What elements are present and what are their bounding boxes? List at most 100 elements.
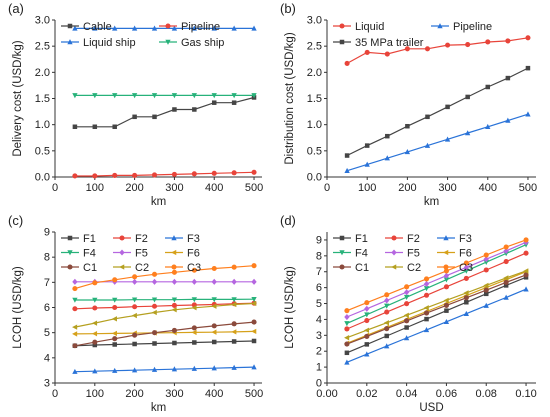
data-point <box>92 93 98 99</box>
data-point <box>211 278 217 285</box>
data-point <box>485 84 491 90</box>
data-point <box>385 133 390 139</box>
legend-label: F6 <box>187 248 200 260</box>
data-point <box>423 286 430 292</box>
data-point <box>191 25 197 31</box>
data-point <box>231 170 237 176</box>
data-point <box>211 303 217 309</box>
data-point <box>131 297 138 303</box>
data-point <box>151 278 158 285</box>
series-line <box>74 340 255 347</box>
legend-label: F1 <box>355 233 368 245</box>
series-35-mpa-trailer <box>344 65 531 158</box>
data-point <box>384 292 390 298</box>
x-tick-label: 300 <box>165 182 183 194</box>
x-tick-label: 0.00 <box>316 388 337 400</box>
data-point <box>92 342 98 348</box>
legend-swatch-marker <box>339 39 345 45</box>
panel-label: (c) <box>8 213 23 228</box>
data-point <box>91 320 98 326</box>
x-tick-label: 500 <box>519 182 537 194</box>
x-tick-label: 200 <box>398 182 416 194</box>
data-point <box>171 25 178 31</box>
x-tick-label: 100 <box>358 182 376 194</box>
data-point <box>91 331 98 337</box>
data-point <box>151 93 158 99</box>
y-tick-label: 1.5 <box>35 93 50 105</box>
data-point <box>131 93 138 99</box>
legend-label: Gas ship <box>181 37 224 49</box>
data-point <box>423 327 430 333</box>
data-point <box>231 339 237 344</box>
x-tick-label: 400 <box>205 182 223 194</box>
data-point <box>92 280 98 286</box>
data-point <box>503 275 509 281</box>
data-point <box>251 25 257 31</box>
data-point <box>344 308 350 314</box>
data-point <box>443 284 449 290</box>
data-point <box>111 316 117 322</box>
data-point <box>72 173 78 179</box>
data-point <box>251 300 257 307</box>
series-c1 <box>344 272 529 347</box>
data-point <box>523 250 529 256</box>
series-line <box>74 330 255 335</box>
data-point <box>404 325 409 330</box>
data-point <box>463 290 469 296</box>
data-point <box>483 287 489 293</box>
data-point <box>443 297 449 303</box>
data-point <box>503 247 509 254</box>
x-tick-label: 0 <box>324 182 330 194</box>
data-point <box>191 329 197 336</box>
series-gas-ship <box>72 93 257 99</box>
data-point <box>424 142 431 148</box>
y-tick-label: 0.0 <box>307 172 322 184</box>
data-point <box>191 267 197 273</box>
y-tick-label: 3.0 <box>307 15 322 27</box>
data-point <box>251 278 257 285</box>
data-point <box>112 277 118 283</box>
x-tick-label: 100 <box>86 388 104 400</box>
data-point <box>443 268 449 274</box>
legend-label: Liquid <box>355 21 384 33</box>
data-point <box>152 114 157 120</box>
legend-label: Liquid ship <box>83 37 136 49</box>
data-point <box>344 153 350 158</box>
legend-label: C3 <box>459 262 473 274</box>
data-point <box>251 338 257 344</box>
data-point <box>211 365 217 371</box>
legend-swatch-marker <box>339 250 345 256</box>
data-point <box>404 149 411 155</box>
data-point <box>171 269 177 275</box>
series-c2 <box>72 300 257 330</box>
data-point <box>425 114 430 120</box>
data-point <box>92 339 98 345</box>
series-line <box>346 276 527 354</box>
series-line <box>346 67 529 157</box>
legend-label: F4 <box>83 248 96 260</box>
data-point <box>72 343 78 349</box>
data-point <box>483 256 489 263</box>
data-point <box>72 286 78 292</box>
panel-label: (b) <box>280 1 296 16</box>
data-point <box>251 296 257 303</box>
legend-label: F5 <box>135 248 148 260</box>
data-point <box>364 333 370 339</box>
legend-label: C2 <box>407 262 421 274</box>
data-point <box>151 271 158 277</box>
data-point <box>364 342 370 347</box>
data-point <box>231 329 237 335</box>
data-point <box>405 123 410 129</box>
series-f1 <box>344 275 529 356</box>
data-point <box>171 302 177 309</box>
legend-label: F2 <box>135 233 148 245</box>
data-point <box>211 93 217 99</box>
data-point <box>424 46 431 52</box>
data-point <box>403 294 410 301</box>
data-point <box>251 328 257 335</box>
data-point <box>251 93 257 99</box>
legend: F1 F2 F3 F4 F5 F6 C1 C2 C3 <box>333 233 473 274</box>
y-axis-label: LCOH (USD/kg) <box>284 266 296 349</box>
y-axis-label: Delivery cost (USD/kg) <box>12 40 24 156</box>
data-point <box>191 171 197 177</box>
